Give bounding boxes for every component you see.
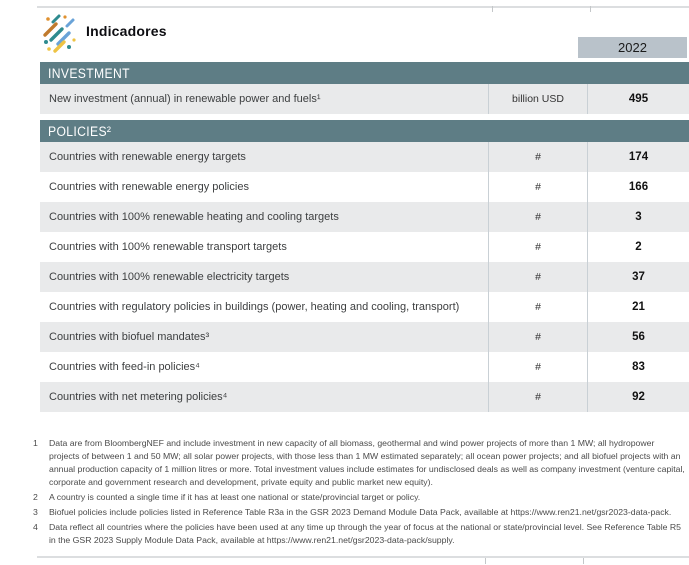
indicator-unit: # [488,232,587,262]
footnote-text: Biofuel policies include policies listed… [49,507,672,517]
indicator-value: 37 [587,262,689,292]
table-row: Countries with regulatory policies in bu… [40,292,689,322]
footnote: 2 A country is counted a single time if … [33,491,686,504]
indicator-value: 2 [587,232,689,262]
indicator-unit: # [488,322,587,352]
table-row: Countries with 100% renewable electricit… [40,262,689,292]
indicator-value: 174 [587,142,689,172]
table-row: Countries with net metering policies⁴ # … [40,382,689,412]
table-row: Countries with renewable energy policies… [40,172,689,202]
indicator-unit: # [488,292,587,322]
indicator-unit: # [488,352,587,382]
indicator-unit: # [488,382,587,412]
indicator-label: Countries with feed-in policies⁴ [49,361,200,373]
table-row: New investment (annual) in renewable pow… [40,84,689,114]
section-header: POLICIES² [40,120,689,142]
column-divider-remnant [590,6,591,12]
indicators-table: INVESTMENT New investment (annual) in re… [40,62,689,412]
year-label: 2022 [618,40,647,55]
section-gap [40,114,689,120]
indicator-label: Countries with 100% renewable electricit… [49,271,290,283]
indicator-value: 21 [587,292,689,322]
column-divider-remnant [485,558,486,564]
indicators-logo-icon [43,14,76,53]
indicator-unit: # [488,202,587,232]
indicator-value: 166 [587,172,689,202]
indicator-value: 3 [587,202,689,232]
indicator-value: 56 [587,322,689,352]
table-row: Countries with feed-in policies⁴ # 83 [40,352,689,382]
indicator-label: Countries with 100% renewable heating an… [49,211,339,223]
section-header-label: POLICIES² [48,123,112,139]
indicator-value: 83 [587,352,689,382]
indicator-unit: # [488,262,587,292]
table-row: Countries with biofuel mandates³ # 56 [40,322,689,352]
footnote: 3 Biofuel policies include policies list… [33,506,686,519]
column-divider-remnant [583,558,584,564]
indicator-label: Countries with renewable energy policies [49,181,249,193]
indicator-label: Countries with regulatory policies in bu… [49,301,460,313]
indicator-unit: # [488,172,587,202]
footnotes: 1 Data are from BloombergNEF and include… [33,437,686,549]
section-header-label: INVESTMENT [48,65,130,81]
footnote: 1 Data are from BloombergNEF and include… [33,437,686,489]
footnote-number: 4 [33,522,38,532]
footnote: 4 Data reflect all countries where the p… [33,521,686,547]
table-row: Countries with renewable energy targets … [40,142,689,172]
indicator-label: Countries with 100% renewable transport … [49,241,287,253]
footnote-text: Data reflect all countries where the pol… [49,522,681,545]
footnote-number: 2 [33,492,38,502]
year-column-header: 2022 [578,37,687,58]
footnote-text: A country is counted a single time if it… [49,492,421,502]
indicator-value: 495 [587,84,689,114]
indicator-value: 92 [587,382,689,412]
column-divider-remnant [492,6,493,12]
page-title: Indicadores [86,23,167,39]
indicator-label: New investment (annual) in renewable pow… [49,93,321,105]
indicator-unit: billion USD [488,84,587,114]
footnote-number: 1 [33,438,38,448]
indicator-label: Countries with net metering policies⁴ [49,391,228,403]
page-crop-line-top [37,6,689,8]
footnote-text: Data are from BloombergNEF and include i… [49,438,685,487]
indicator-unit: # [488,142,587,172]
table-row: Countries with 100% renewable heating an… [40,202,689,232]
page-crop-line-bottom [37,556,689,558]
indicator-label: Countries with renewable energy targets [49,151,246,163]
footnote-number: 3 [33,507,38,517]
table-row: Countries with 100% renewable transport … [40,232,689,262]
indicator-label: Countries with biofuel mandates³ [49,331,210,343]
section-header: INVESTMENT [40,62,689,84]
